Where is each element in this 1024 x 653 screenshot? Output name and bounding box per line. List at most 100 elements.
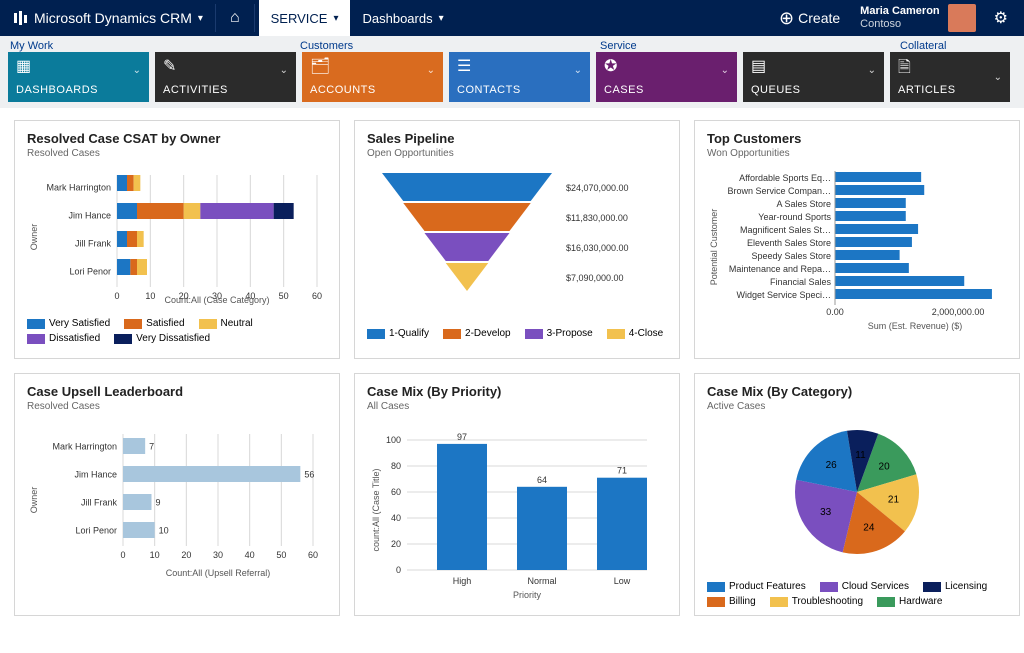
svg-text:Low: Low bbox=[614, 576, 631, 586]
chevron-down-icon: ▾ bbox=[333, 13, 338, 24]
svg-text:Eleventh Sales Store: Eleventh Sales Store bbox=[747, 238, 831, 248]
svg-text:7: 7 bbox=[149, 441, 154, 451]
svg-text:Speedy Sales Store: Speedy Sales Store bbox=[751, 251, 831, 261]
svg-text:40: 40 bbox=[391, 513, 401, 523]
svg-text:0: 0 bbox=[114, 291, 119, 301]
section-labels: My Work Customers Service Collateral bbox=[0, 36, 1024, 52]
svg-text:50: 50 bbox=[279, 291, 289, 301]
articles-icon: 🗎 bbox=[898, 56, 911, 83]
dashboard-icon: ▦ bbox=[16, 56, 31, 76]
svg-text:High: High bbox=[453, 576, 472, 586]
card-csat: Resolved Case CSAT by Owner Resolved Cas… bbox=[14, 120, 340, 359]
card-subtitle: Active Cases bbox=[707, 401, 1007, 412]
contacts-icon: ☰ bbox=[457, 56, 471, 76]
plus-icon: ⊕ bbox=[779, 8, 794, 29]
tile-dashboards[interactable]: ▦⌄ DASHBOARDS bbox=[8, 52, 149, 102]
nav-dashboards[interactable]: Dashboards ▾ bbox=[350, 0, 455, 36]
card-subtitle: Resolved Cases bbox=[27, 401, 327, 412]
card-title: Resolved Case CSAT by Owner bbox=[27, 131, 327, 146]
svg-text:10: 10 bbox=[150, 550, 160, 560]
tile-label: QUEUES bbox=[751, 84, 876, 96]
card-title: Case Upsell Leaderboard bbox=[27, 384, 327, 399]
create-button[interactable]: ⊕ Create bbox=[767, 8, 852, 29]
section-service: Service bbox=[600, 40, 900, 52]
svg-text:56: 56 bbox=[304, 469, 314, 479]
chevron-icon: ⌄ bbox=[574, 65, 582, 76]
tile-queues[interactable]: ▤ ⌄ QUEUES bbox=[743, 52, 884, 102]
activities-icon: ✎ bbox=[163, 56, 176, 76]
svg-text:Year-round Sports: Year-round Sports bbox=[758, 212, 831, 222]
svg-text:Jill Frank: Jill Frank bbox=[75, 238, 112, 248]
card-upsell: Case Upsell Leaderboard Resolved Cases 0… bbox=[14, 373, 340, 616]
svg-text:Count:All (Upsell Referral): Count:All (Upsell Referral) bbox=[166, 568, 271, 578]
chart-csat: 0102030405060Mark HarringtonJim HanceJil… bbox=[27, 167, 327, 307]
chevron-icon: ⌄ bbox=[427, 65, 435, 76]
svg-text:Brown Service Compan…: Brown Service Compan… bbox=[727, 186, 831, 196]
svg-text:Maintenance and Repa…: Maintenance and Repa… bbox=[729, 264, 831, 274]
svg-text:Financial Sales: Financial Sales bbox=[770, 277, 832, 287]
card-title: Top Customers bbox=[707, 131, 1007, 146]
user-menu[interactable]: Maria Cameron Contoso bbox=[852, 4, 983, 32]
card-subtitle: Open Opportunities bbox=[367, 148, 667, 159]
chevron-icon: ⌄ bbox=[994, 72, 1002, 83]
user-org: Contoso bbox=[860, 18, 939, 31]
divider bbox=[254, 4, 255, 32]
chevron-down-icon: ▾ bbox=[439, 13, 444, 24]
section-mywork: My Work bbox=[0, 40, 300, 52]
svg-text:100: 100 bbox=[386, 435, 401, 445]
tile-contacts[interactable]: ☰ ⌄ CONTACTS bbox=[449, 52, 590, 102]
tile-label: CASES bbox=[604, 84, 729, 96]
chevron-down-icon: ▾ bbox=[198, 13, 203, 24]
svg-text:$7,090,000.00: $7,090,000.00 bbox=[566, 273, 624, 283]
svg-text:A Sales Store: A Sales Store bbox=[776, 199, 831, 209]
legend-csat: Very SatisfiedSatisfiedNeutralDissatisfi… bbox=[27, 318, 327, 344]
svg-text:71: 71 bbox=[617, 466, 627, 476]
queues-icon: ▤ bbox=[751, 56, 766, 76]
chevron-icon: ⌄ bbox=[868, 65, 876, 76]
chevron-icon: ⌄ bbox=[280, 65, 288, 76]
svg-text:Priority: Priority bbox=[513, 590, 542, 600]
card-mix-priority: Case Mix (By Priority) All Cases 0204060… bbox=[354, 373, 680, 616]
divider bbox=[215, 4, 216, 32]
section-collateral: Collateral bbox=[900, 40, 1024, 52]
tile-activities[interactable]: ✎⌄ ACTIVITIES bbox=[155, 52, 296, 102]
user-name: Maria Cameron bbox=[860, 5, 939, 18]
tilebar: ▦⌄ DASHBOARDS ✎⌄ ACTIVITIES 🗂⌄ ACCOUNTS … bbox=[0, 52, 1024, 108]
tile-label: ARTICLES bbox=[898, 84, 1002, 96]
dashboard-grid: Resolved Case CSAT by Owner Resolved Cas… bbox=[0, 108, 1024, 628]
svg-text:Mark Harrington: Mark Harrington bbox=[52, 441, 117, 451]
chart-pipeline: $24,070,000.00$11,830,000.00$16,030,000.… bbox=[367, 167, 667, 317]
avatar bbox=[948, 4, 976, 32]
svg-text:$11,830,000.00: $11,830,000.00 bbox=[566, 213, 628, 223]
svg-text:60: 60 bbox=[308, 550, 318, 560]
svg-text:0.00: 0.00 bbox=[826, 307, 844, 317]
nav-service[interactable]: SERVICE ▾ bbox=[259, 0, 351, 36]
legend-mix-category: Product FeaturesCloud ServicesLicensingB… bbox=[707, 581, 1007, 607]
svg-text:20: 20 bbox=[181, 550, 191, 560]
svg-text:60: 60 bbox=[391, 487, 401, 497]
svg-text:2,000,000.00: 2,000,000.00 bbox=[932, 307, 985, 317]
chart-mix-category: 202124332611 bbox=[707, 420, 1007, 570]
tile-accounts[interactable]: 🗂⌄ ACCOUNTS bbox=[302, 52, 443, 102]
svg-text:60: 60 bbox=[312, 291, 322, 301]
tile-articles[interactable]: 🗎 ⌄ ARTICLES bbox=[890, 52, 1010, 102]
svg-text:$24,070,000.00: $24,070,000.00 bbox=[566, 183, 629, 193]
svg-text:10: 10 bbox=[159, 525, 169, 535]
cases-icon: ✪ bbox=[604, 56, 617, 76]
tile-label: DASHBOARDS bbox=[16, 84, 141, 96]
svg-text:Lori Penor: Lori Penor bbox=[69, 266, 111, 276]
svg-text:Mark Harrington: Mark Harrington bbox=[46, 182, 111, 192]
tile-cases[interactable]: ✪ ⌄ CASES bbox=[596, 52, 737, 102]
svg-text:Owner: Owner bbox=[29, 224, 39, 251]
svg-text:Magnificent Sales St…: Magnificent Sales St… bbox=[740, 225, 831, 235]
svg-text:64: 64 bbox=[537, 475, 547, 485]
legend-pipeline: 1-Qualify2-Develop3-Propose4-Close bbox=[367, 328, 667, 339]
brand-menu[interactable]: Microsoft Dynamics CRM ▾ bbox=[6, 10, 211, 26]
svg-text:33: 33 bbox=[820, 507, 832, 518]
tile-label: CONTACTS bbox=[457, 84, 582, 96]
home-button[interactable]: ⌂ bbox=[220, 9, 250, 27]
accounts-icon: 🗂 bbox=[310, 56, 330, 76]
chevron-icon: ⌄ bbox=[721, 65, 729, 76]
settings-button[interactable]: ⚙ bbox=[984, 8, 1018, 28]
card-topcustomers: Top Customers Won Opportunities Affordab… bbox=[694, 120, 1020, 359]
